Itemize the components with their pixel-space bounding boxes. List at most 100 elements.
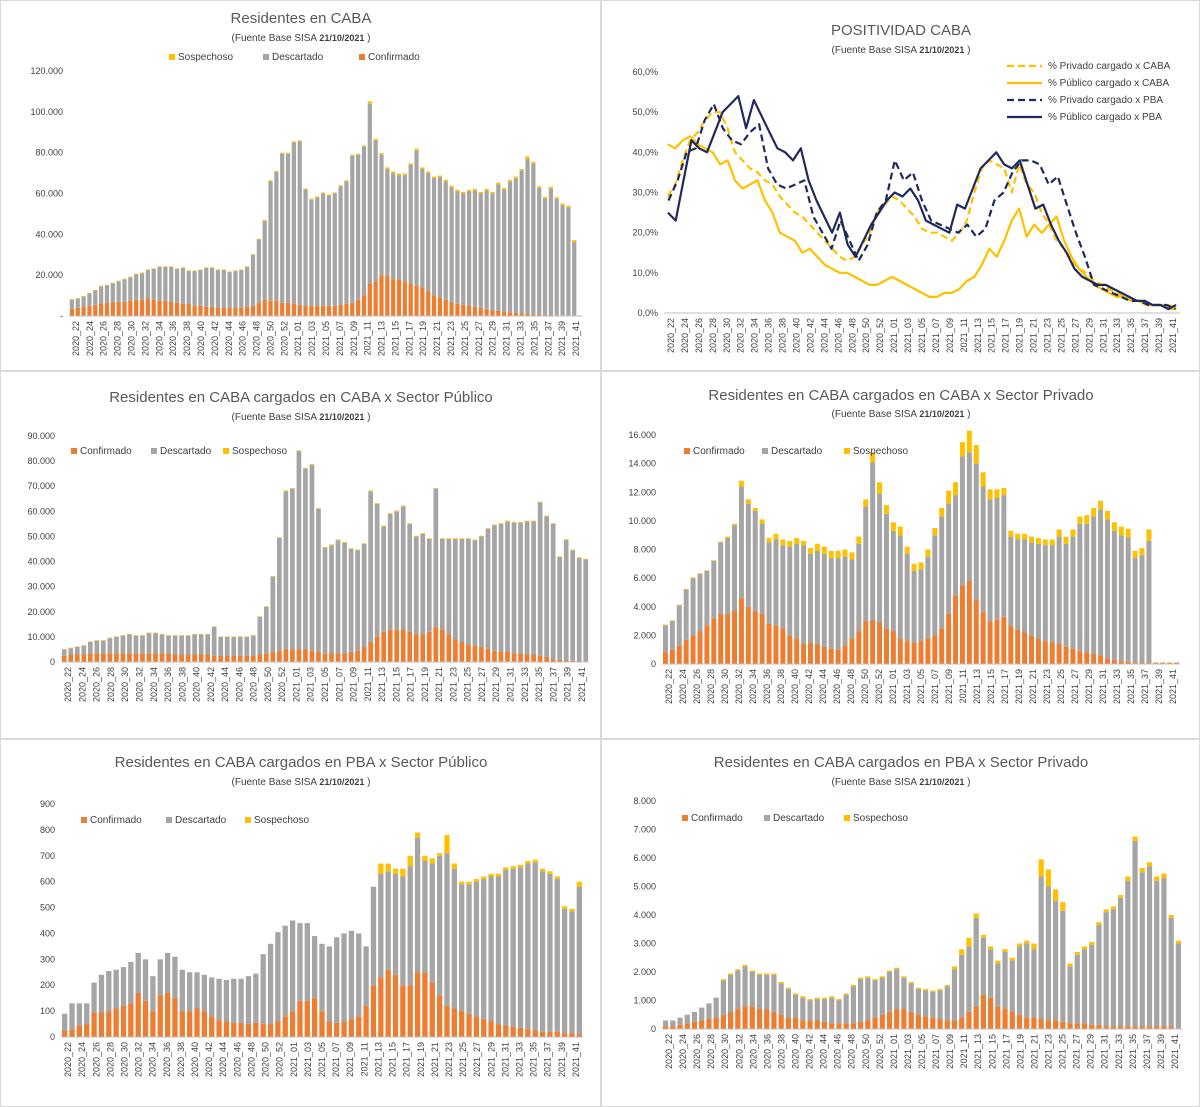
x-tick-label: 2021_35 <box>529 1042 539 1077</box>
bar-confirmado <box>110 301 115 316</box>
bar-confirmado <box>691 1021 698 1030</box>
bar-descartado <box>576 558 582 661</box>
bar-confirmado <box>408 283 413 316</box>
bar-confirmado <box>1146 662 1152 664</box>
bar-confirmado <box>237 655 243 662</box>
x-tick-label: 2021_13 <box>973 1034 983 1069</box>
bar-descartado <box>821 553 827 647</box>
bar-confirmado <box>407 631 413 662</box>
bar-sospechoso <box>690 577 696 579</box>
bar-descartado <box>988 949 994 998</box>
bar-confirmado <box>915 1014 921 1029</box>
bar-sospechoso <box>886 970 893 972</box>
bar-confirmado <box>140 653 145 662</box>
bar-descartado <box>1024 943 1030 1018</box>
bar-descartado <box>1070 536 1076 649</box>
bar-descartado <box>836 1000 842 1024</box>
x-tick-label: 2020_38 <box>776 669 786 704</box>
bar-descartado <box>539 871 546 1032</box>
bar-descartado <box>355 550 360 651</box>
bar-confirmado <box>309 305 314 316</box>
bar-confirmado <box>749 1006 755 1029</box>
bar-sospechoso <box>455 189 460 192</box>
bar-descartado <box>953 495 959 596</box>
bar-sospechoso <box>561 906 568 909</box>
bar-sospechoso <box>387 513 393 514</box>
x-tick-label: 2020_40 <box>790 669 800 704</box>
bar-sospechoso <box>146 632 152 634</box>
bar-descartado <box>484 190 489 309</box>
bar-confirmado <box>745 606 751 664</box>
bar-confirmado <box>1077 651 1083 664</box>
bar-descartado <box>303 189 308 306</box>
bar-confirmado <box>274 300 279 316</box>
x-tick-label: 2021_33 <box>520 667 530 702</box>
bar-descartado <box>414 837 421 973</box>
y-tick-label: 10.000 <box>628 516 656 526</box>
bar-confirmado <box>342 653 347 662</box>
bar-sospechoso <box>439 538 445 539</box>
bar-sospechoso <box>348 548 354 549</box>
bar-sospechoso <box>725 536 731 539</box>
bar-descartado <box>915 989 921 1015</box>
bar-sospechoso <box>879 976 885 978</box>
bar-confirmado <box>120 1005 127 1037</box>
x-tick-label: 2021_01 <box>888 669 898 704</box>
bar-descartado <box>670 1020 676 1027</box>
bar-confirmado <box>1015 629 1021 664</box>
bar-descartado <box>918 569 924 642</box>
bar-descartado <box>370 886 377 986</box>
bar-descartado <box>525 863 531 1030</box>
bar-sospechoso <box>1125 528 1131 538</box>
bar-sospechoso <box>169 266 174 267</box>
x-tick-label: 2021_05 <box>317 1042 327 1077</box>
bar-confirmado <box>886 1011 893 1029</box>
bar-confirmado <box>338 304 343 316</box>
bar-confirmado <box>250 305 256 316</box>
bar-confirmado <box>785 1017 791 1029</box>
bar-descartado <box>735 970 741 1010</box>
chart-title: Residentes en CABA cargados en PBA x Sec… <box>115 754 488 771</box>
bar-confirmado <box>461 304 466 316</box>
bar-confirmado <box>1001 616 1007 664</box>
bar-descartado <box>356 154 361 300</box>
bar-descartado <box>290 488 295 650</box>
x-tick-label: 2021_35 <box>529 321 539 356</box>
bar-descartado <box>159 634 165 654</box>
bar-confirmado <box>1160 662 1166 664</box>
bar-descartado <box>133 635 139 654</box>
bar-confirmado <box>1035 638 1041 664</box>
y-tick-label: 60.000 <box>35 189 63 199</box>
bar-confirmado <box>496 310 501 316</box>
bar-sospechoso <box>1042 539 1048 546</box>
bar-confirmado <box>198 305 203 316</box>
bar-sospechoso <box>239 269 244 271</box>
legend-swatch-confirmado <box>684 448 690 454</box>
bar-descartado <box>223 980 230 1022</box>
x-tick-label: 2021_17 <box>406 667 416 702</box>
bar-descartado <box>576 886 582 1035</box>
x-tick-label: 2021_33 <box>515 1042 525 1077</box>
bar-descartado <box>699 1007 705 1021</box>
bar-confirmado <box>835 649 841 664</box>
x-tick-label: 2021_13 <box>377 321 387 356</box>
bar-confirmado <box>890 631 896 664</box>
bar-confirmado <box>436 995 443 1037</box>
y-tick-label: 700 <box>40 851 55 861</box>
bar-confirmado <box>367 283 372 316</box>
bar-confirmado <box>690 635 696 665</box>
bar-descartado <box>745 503 751 607</box>
x-tick-label: 2020_22 <box>666 318 676 353</box>
x-tick-label: 2021_09 <box>945 318 955 353</box>
x-tick-label: 2020_42 <box>206 667 216 702</box>
bar-sospechoso <box>1132 836 1138 841</box>
legend-label: % Público cargado x CABA <box>1048 78 1170 89</box>
bar-sospechoso <box>742 964 748 967</box>
bar-sospechoso <box>180 267 185 269</box>
y-tick-label: 50,0% <box>632 107 658 117</box>
bar-descartado <box>309 199 314 306</box>
x-tick-label: 2021_33 <box>1114 1034 1124 1069</box>
panel-caba-sector-publico: Residentes en CABA cargados en CABA x Se… <box>0 371 601 739</box>
bar-sospechoso <box>532 859 538 863</box>
x-tick-label: 2021_23 <box>1042 669 1052 704</box>
